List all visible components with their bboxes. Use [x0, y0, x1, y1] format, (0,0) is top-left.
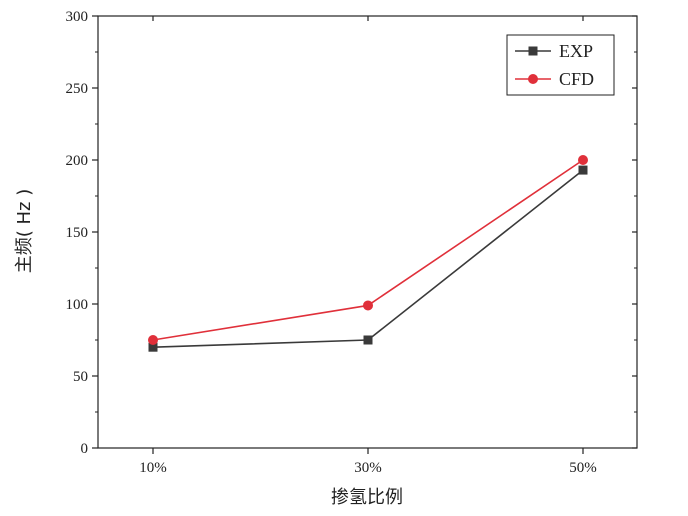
y-tick-label: 100	[66, 297, 89, 313]
y-tick-label: 250	[66, 81, 89, 97]
y-tick-label: 200	[66, 153, 89, 169]
y-tick-label: 50	[73, 369, 88, 385]
point-exp	[148, 342, 158, 352]
x-tick-label: 10%	[139, 460, 167, 476]
point-exp	[578, 165, 588, 175]
y-axis-title: 主频( Hz )	[14, 189, 35, 273]
legend-label-exp: EXP	[559, 41, 593, 61]
series-layer	[148, 155, 588, 352]
series-line-exp	[152, 169, 584, 348]
series-line-cfd	[152, 159, 584, 341]
point-cfd	[363, 300, 373, 311]
x-axis-title: 掺氢比例	[331, 487, 403, 508]
legend-label-cfd: CFD	[559, 69, 594, 89]
point-cfd	[148, 335, 158, 345]
legend-box	[506, 34, 615, 96]
y-tick-label: 0	[81, 441, 89, 457]
y-tick-label: 150	[66, 225, 89, 241]
legend: EXP CFD	[506, 34, 615, 96]
point-exp	[363, 335, 373, 345]
axes: 0 50 100 150 200 250 300 10% 30% 50%	[66, 9, 638, 476]
y-tick-label: 300	[66, 9, 89, 25]
x-tick-label: 50%	[569, 460, 597, 476]
point-cfd	[578, 155, 588, 165]
legend-marker-cfd	[528, 74, 538, 84]
x-tick-label: 30%	[354, 460, 382, 476]
legend-marker-exp	[528, 46, 538, 56]
